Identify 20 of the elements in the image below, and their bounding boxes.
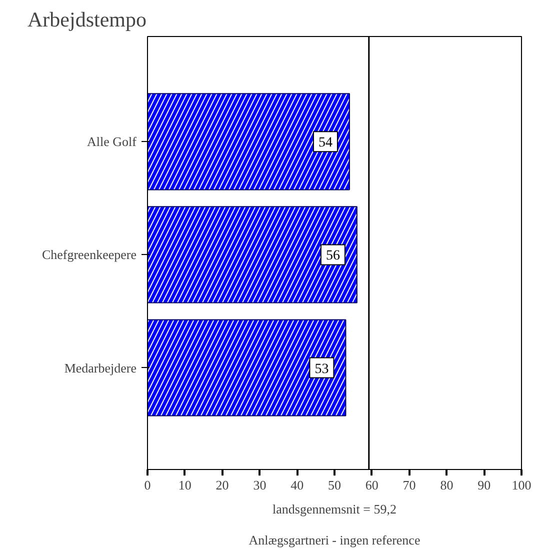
data-label: 54 — [318, 136, 332, 151]
x-tick-label: 40 — [290, 478, 304, 492]
x-tick-label: 20 — [216, 478, 229, 492]
data-label: 56 — [326, 248, 340, 264]
data-label: 53 — [314, 362, 329, 377]
text: landsgennemsnit = 59,2 — [272, 502, 396, 516]
x-tick-label: 70 — [402, 478, 416, 492]
x-tick-label: 60 — [365, 478, 378, 492]
y-tick-label: Medarbejdere — [64, 360, 137, 376]
y-tick-label: Chefgreenkeepere — [42, 247, 137, 262]
x-tick-label: 90 — [478, 478, 491, 492]
chart-title: Arbejdstempo — [28, 8, 146, 32]
text: Anlægsgartneri - ingen reference — [248, 532, 420, 548]
x-tick-label: 50 — [328, 478, 341, 492]
x-tick-label: 10 — [178, 478, 192, 492]
y-tick-label: Alle Golf — [87, 134, 138, 150]
x-tick-label: 100 — [512, 478, 532, 492]
x-tick-label: 30 — [253, 478, 266, 492]
x-tick-label: 80 — [440, 478, 454, 492]
x-tick-label: 0 — [144, 478, 151, 492]
